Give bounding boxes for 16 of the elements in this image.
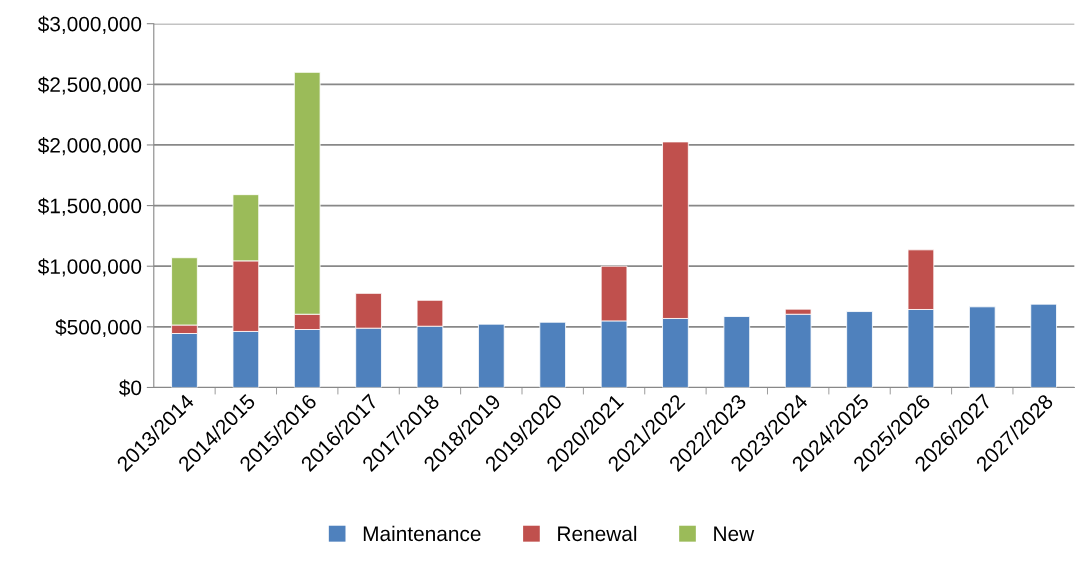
y-tick-label: $2,000,000 xyxy=(37,137,142,156)
bar xyxy=(723,316,751,388)
bar xyxy=(968,306,996,388)
y-tick-label: $3,000,000 xyxy=(37,15,142,34)
bar xyxy=(846,311,873,388)
y-tick-label: $1,500,000 xyxy=(37,197,142,216)
y-tick-label: $2,500,000 xyxy=(37,76,142,95)
bar xyxy=(1030,303,1057,388)
legend-label: New xyxy=(714,526,755,542)
y-tick-label: $500,000 xyxy=(55,318,142,338)
legend-label: Renewal xyxy=(558,525,637,542)
bar xyxy=(539,321,566,388)
legend-label: Maintenance xyxy=(363,525,481,542)
y-tick-label: $1,000,000 xyxy=(37,258,142,277)
bar xyxy=(478,323,505,388)
y-tick-label: $0 xyxy=(119,379,142,397)
